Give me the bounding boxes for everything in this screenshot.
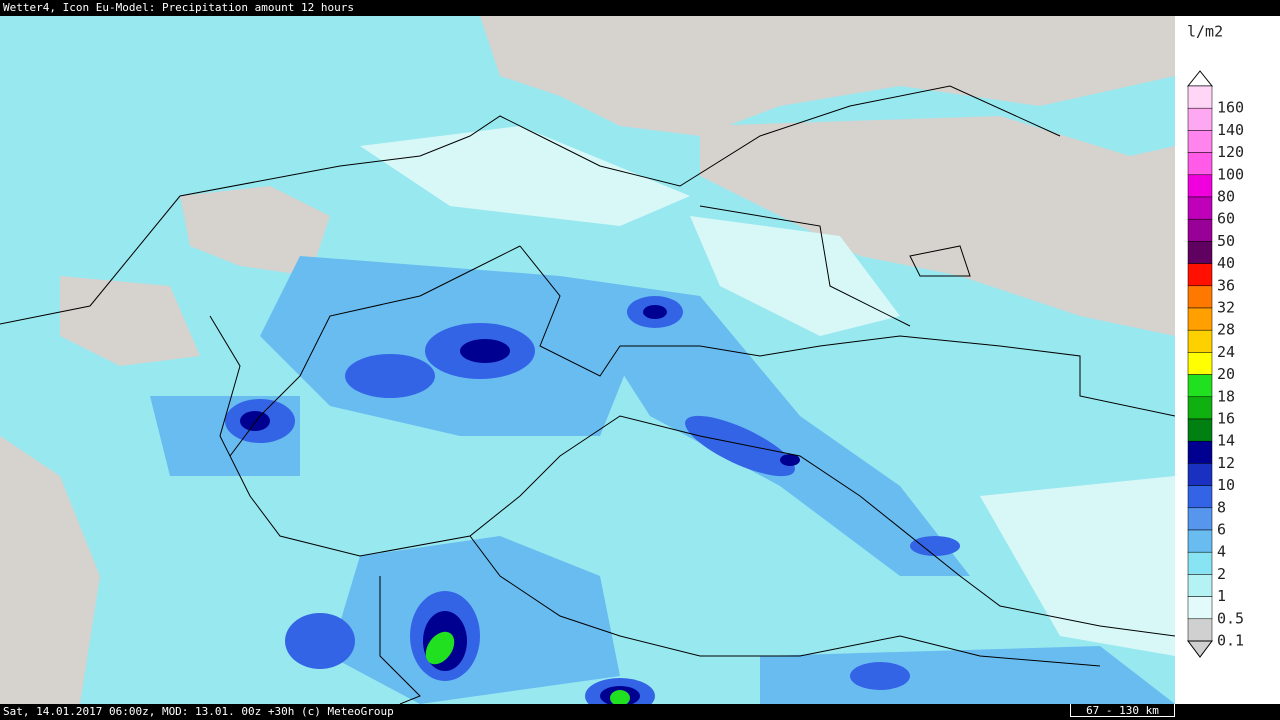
legend-swatch [1187, 507, 1213, 531]
legend-swatch [1187, 574, 1213, 597]
legend-label: 0.1 [1217, 632, 1244, 650]
legend-arrow-up [1186, 70, 1214, 87]
legend-swatch [1187, 551, 1213, 575]
legend-swatch [1187, 241, 1213, 264]
legend-swatch [1187, 218, 1213, 242]
legend-label: 20 [1217, 365, 1235, 383]
legend-swatch [1187, 485, 1213, 509]
legend-swatch [1187, 352, 1213, 375]
legend-label: 14 [1217, 432, 1235, 450]
scale-bar: 67 - 130 km [1070, 704, 1175, 717]
legend-swatch [1187, 130, 1213, 153]
legend-unit: l/m2 [1187, 23, 1223, 41]
extreme-rain [425, 631, 630, 704]
legend-swatch [1187, 618, 1213, 642]
legend-label: 18 [1217, 387, 1235, 405]
legend-swatch [1187, 152, 1213, 176]
legend-label: 36 [1217, 276, 1235, 294]
legend-label: 16 [1217, 410, 1235, 428]
legend-swatch [1187, 374, 1213, 398]
borders [0, 85, 1175, 704]
legend-arrow-down [1187, 640, 1213, 658]
legend-swatch [1187, 329, 1213, 353]
legend-label: 10 [1217, 476, 1235, 494]
legend-label: 4 [1217, 543, 1226, 561]
legend-label: 60 [1217, 210, 1235, 228]
legend-swatch [1187, 396, 1213, 420]
legend-label: 6 [1217, 521, 1226, 539]
legend-label: 50 [1217, 232, 1235, 250]
legend-label: 8 [1217, 498, 1226, 516]
legend-swatch [1187, 196, 1213, 220]
legend-swatch [1187, 85, 1213, 109]
legend-label: 2 [1217, 565, 1226, 583]
legend-label: 0.5 [1217, 609, 1244, 627]
moderate-rain [150, 256, 1175, 704]
legend: l/m2 16014012010080605040363228242018161… [1186, 23, 1244, 658]
dry-areas [0, 16, 1175, 704]
light-rain [360, 126, 1175, 656]
legend-panel: l/m2 160 140 120 100 80 60 50 40 36 32 28 24 20 18 16 1… [1175, 16, 1280, 704]
legend-swatch [1187, 285, 1213, 309]
legend-label: 24 [1217, 343, 1235, 361]
legend-label: 100 [1217, 165, 1244, 183]
legend-label: 140 [1217, 121, 1244, 139]
map [0, 16, 1175, 704]
title-bar: Wetter4, Icon Eu-Model: Precipitation am… [0, 0, 1280, 16]
legend-label: 40 [1217, 254, 1235, 272]
legend-swatch [1187, 263, 1213, 287]
legend-swatch [1187, 107, 1213, 131]
heavy-rain [225, 296, 960, 704]
legend-label: 12 [1217, 454, 1235, 472]
run-info: Sat, 14.01.2017 06:00z, MOD: 13.01. 00z … [3, 705, 394, 718]
legend-label: 1 [1217, 587, 1226, 605]
legend-swatch [1187, 307, 1213, 331]
legend-swatch [1187, 463, 1213, 486]
legend-label: 28 [1217, 321, 1235, 339]
legend-label: 80 [1217, 188, 1235, 206]
legend-swatch [1187, 440, 1213, 464]
legend-swatch [1187, 174, 1213, 198]
legend-label: 120 [1217, 143, 1244, 161]
legend-swatch [1187, 596, 1213, 620]
legend-label: 32 [1217, 299, 1235, 317]
status-bar: Sat, 14.01.2017 06:00z, MOD: 13.01. 00z … [0, 704, 1280, 720]
title: Wetter4, Icon Eu-Model: Precipitation am… [3, 1, 354, 14]
legend-label: 160 [1217, 99, 1244, 117]
legend-swatch [1187, 418, 1213, 442]
legend-swatch [1187, 529, 1213, 553]
